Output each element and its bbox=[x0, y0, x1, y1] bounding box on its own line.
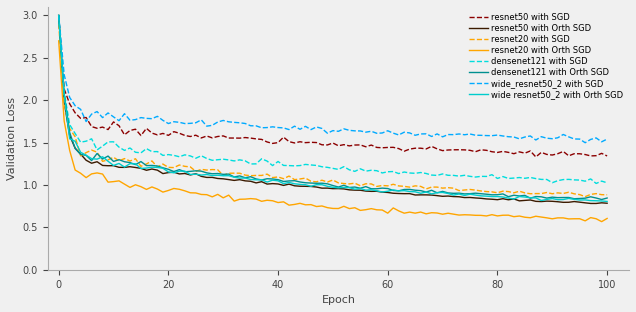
resnet20 with SGD bbox=[384, 184, 392, 188]
densenet121 with Orth SGD bbox=[598, 197, 605, 201]
wide_resnet50_2 with SGD bbox=[384, 129, 392, 133]
resnet50 with SGD bbox=[93, 126, 101, 130]
wide_resnet50_2 with SGD bbox=[307, 128, 315, 131]
Y-axis label: Validation Loss: Validation Loss bbox=[7, 97, 17, 180]
wide resnet50_2 with Orth SGD bbox=[604, 200, 611, 203]
resnet50 with Orth SGD bbox=[592, 202, 600, 205]
resnet50 with Orth SGD bbox=[604, 201, 611, 205]
resnet50 with SGD bbox=[55, 13, 62, 17]
wide resnet50_2 with Orth SGD bbox=[55, 13, 62, 17]
resnet50 with Orth SGD bbox=[384, 191, 392, 194]
Line: wide resnet50_2 with Orth SGD: wide resnet50_2 with Orth SGD bbox=[59, 15, 607, 202]
resnet50 with SGD bbox=[532, 155, 539, 159]
densenet121 with SGD bbox=[307, 163, 315, 167]
densenet121 with SGD bbox=[592, 182, 600, 185]
densenet121 with SGD bbox=[55, 13, 62, 17]
wide resnet50_2 with Orth SGD bbox=[93, 157, 101, 161]
Line: resnet50 with Orth SGD: resnet50 with Orth SGD bbox=[59, 15, 607, 203]
Line: resnet20 with SGD: resnet20 with SGD bbox=[59, 24, 607, 197]
Line: resnet50 with SGD: resnet50 with SGD bbox=[59, 15, 607, 157]
densenet121 with Orth SGD bbox=[55, 13, 62, 17]
densenet121 with SGD bbox=[93, 148, 101, 152]
resnet50 with Orth SGD bbox=[192, 172, 200, 176]
wide_resnet50_2 with SGD bbox=[192, 121, 200, 124]
Line: densenet121 with SGD: densenet121 with SGD bbox=[59, 15, 607, 183]
wide_resnet50_2 with SGD bbox=[93, 110, 101, 114]
resnet20 with Orth SGD bbox=[604, 217, 611, 220]
densenet121 with SGD bbox=[604, 181, 611, 185]
resnet50 with SGD bbox=[466, 149, 474, 152]
densenet121 with Orth SGD bbox=[439, 189, 446, 193]
densenet121 with SGD bbox=[439, 172, 446, 176]
resnet20 with SGD bbox=[55, 22, 62, 26]
densenet121 with Orth SGD bbox=[307, 181, 315, 185]
densenet121 with Orth SGD bbox=[93, 152, 101, 155]
wide_resnet50_2 with SGD bbox=[466, 132, 474, 136]
resnet20 with SGD bbox=[466, 188, 474, 191]
wide resnet50_2 with Orth SGD bbox=[466, 192, 474, 196]
wide resnet50_2 with Orth SGD bbox=[192, 172, 200, 176]
densenet121 with Orth SGD bbox=[384, 187, 392, 190]
wide_resnet50_2 with SGD bbox=[581, 141, 589, 144]
resnet50 with Orth SGD bbox=[466, 196, 474, 199]
wide_resnet50_2 with SGD bbox=[55, 13, 62, 17]
resnet50 with SGD bbox=[384, 146, 392, 149]
resnet20 with Orth SGD bbox=[192, 191, 200, 195]
resnet20 with SGD bbox=[581, 195, 589, 198]
resnet20 with SGD bbox=[307, 179, 315, 183]
densenet121 with Orth SGD bbox=[604, 196, 611, 200]
Line: wide_resnet50_2 with SGD: wide_resnet50_2 with SGD bbox=[59, 15, 607, 143]
Line: densenet121 with Orth SGD: densenet121 with Orth SGD bbox=[59, 15, 607, 199]
resnet20 with Orth SGD bbox=[439, 212, 446, 216]
wide_resnet50_2 with SGD bbox=[439, 135, 446, 139]
resnet20 with Orth SGD bbox=[598, 220, 605, 223]
densenet121 with SGD bbox=[466, 174, 474, 178]
resnet50 with SGD bbox=[192, 133, 200, 137]
resnet50 with SGD bbox=[439, 149, 446, 153]
wide resnet50_2 with Orth SGD bbox=[307, 184, 315, 188]
resnet20 with SGD bbox=[93, 150, 101, 154]
wide resnet50_2 with Orth SGD bbox=[439, 191, 446, 194]
resnet20 with Orth SGD bbox=[93, 171, 101, 175]
densenet121 with Orth SGD bbox=[466, 192, 474, 196]
Legend: resnet50 with SGD, resnet50 with Orth SGD, resnet20 with SGD, resnet20 with Orth: resnet50 with SGD, resnet50 with Orth SG… bbox=[467, 11, 625, 101]
resnet20 with SGD bbox=[192, 169, 200, 173]
resnet50 with Orth SGD bbox=[93, 160, 101, 163]
densenet121 with SGD bbox=[384, 170, 392, 173]
X-axis label: Epoch: Epoch bbox=[321, 295, 356, 305]
resnet50 with Orth SGD bbox=[307, 185, 315, 188]
resnet50 with Orth SGD bbox=[439, 194, 446, 198]
resnet20 with Orth SGD bbox=[466, 213, 474, 217]
resnet20 with SGD bbox=[439, 186, 446, 190]
densenet121 with SGD bbox=[192, 156, 200, 160]
Line: resnet20 with Orth SGD: resnet20 with Orth SGD bbox=[59, 41, 607, 222]
resnet20 with Orth SGD bbox=[55, 39, 62, 43]
resnet50 with Orth SGD bbox=[55, 13, 62, 17]
resnet20 with Orth SGD bbox=[384, 211, 392, 215]
wide_resnet50_2 with SGD bbox=[604, 137, 611, 141]
wide resnet50_2 with Orth SGD bbox=[384, 189, 392, 193]
resnet20 with Orth SGD bbox=[307, 203, 315, 207]
resnet20 with SGD bbox=[604, 193, 611, 197]
resnet50 with SGD bbox=[307, 140, 315, 144]
resnet50 with SGD bbox=[604, 154, 611, 158]
densenet121 with Orth SGD bbox=[192, 169, 200, 173]
